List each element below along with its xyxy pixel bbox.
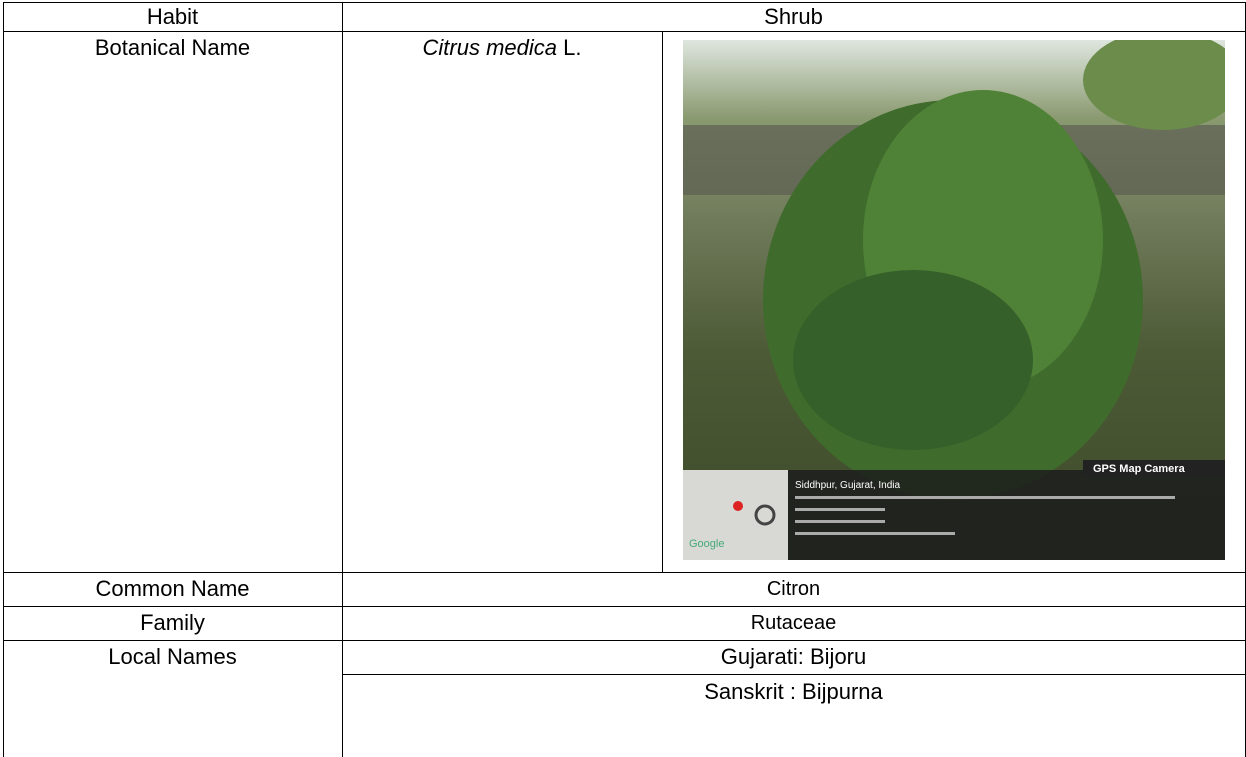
plant-photo: Google GPS Map Camera Siddhpur, Gujarat,… [683,40,1225,560]
author: L. [563,35,582,60]
location: Siddhpur, Gujarat, India [795,480,901,491]
local-value: Sanskrit : Bijpurna [704,679,883,704]
habit-label: Habit [146,3,199,29]
rule [3,640,1246,641]
botanical-label: Botanical Name [94,35,251,60]
rule [342,2,343,757]
badge [1083,460,1225,476]
family-value: Rutaceae [750,611,837,634]
botanical-value: Citrus medica L. [342,31,662,71]
rule [342,674,1246,675]
rule [3,2,4,757]
shrub [793,270,1033,450]
rule [3,2,1246,3]
habit-value: Shrub [764,3,823,29]
detail-line [795,532,955,535]
map-label: Google [689,538,724,550]
detail-line [795,496,1175,499]
badge-text: GPS Map Camera [1093,463,1186,475]
local-label: Local Names [108,644,237,669]
common-value: Citron [766,577,821,600]
map-pin [754,504,776,526]
rule [3,606,1246,607]
rule [662,31,663,572]
detail-line [795,520,885,523]
map-thumb [683,470,788,560]
rule [3,31,1246,32]
family-label: Family [140,610,205,635]
species: Citrus medica [422,35,557,60]
map-pin [733,501,743,511]
common-label: Common Name [95,576,250,601]
rule [3,572,1246,573]
detail-line [795,508,885,511]
local-value: Gujarati: Bijoru [720,644,867,669]
tree [1083,40,1225,130]
